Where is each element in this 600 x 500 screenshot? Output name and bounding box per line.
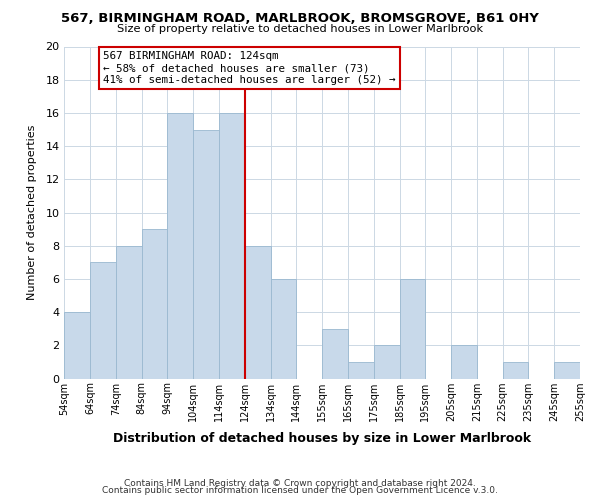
Y-axis label: Number of detached properties: Number of detached properties bbox=[27, 125, 37, 300]
Bar bbox=[64, 312, 90, 378]
Text: 567 BIRMINGHAM ROAD: 124sqm
← 58% of detached houses are smaller (73)
41% of sem: 567 BIRMINGHAM ROAD: 124sqm ← 58% of det… bbox=[103, 52, 395, 84]
Bar bbox=[142, 229, 167, 378]
Text: Size of property relative to detached houses in Lower Marlbrook: Size of property relative to detached ho… bbox=[117, 24, 483, 34]
Bar bbox=[374, 346, 400, 378]
Bar bbox=[245, 246, 271, 378]
Bar bbox=[348, 362, 374, 378]
Bar bbox=[219, 113, 245, 378]
Bar bbox=[193, 130, 219, 378]
Bar bbox=[116, 246, 142, 378]
Bar bbox=[271, 279, 296, 378]
Text: Contains HM Land Registry data © Crown copyright and database right 2024.: Contains HM Land Registry data © Crown c… bbox=[124, 478, 476, 488]
Bar bbox=[451, 346, 477, 378]
Bar bbox=[90, 262, 116, 378]
X-axis label: Distribution of detached houses by size in Lower Marlbrook: Distribution of detached houses by size … bbox=[113, 432, 531, 445]
Text: Contains public sector information licensed under the Open Government Licence v.: Contains public sector information licen… bbox=[102, 486, 498, 495]
Bar bbox=[554, 362, 580, 378]
Bar bbox=[503, 362, 529, 378]
Bar bbox=[400, 279, 425, 378]
Bar bbox=[322, 329, 348, 378]
Bar bbox=[167, 113, 193, 378]
Text: 567, BIRMINGHAM ROAD, MARLBROOK, BROMSGROVE, B61 0HY: 567, BIRMINGHAM ROAD, MARLBROOK, BROMSGR… bbox=[61, 12, 539, 26]
